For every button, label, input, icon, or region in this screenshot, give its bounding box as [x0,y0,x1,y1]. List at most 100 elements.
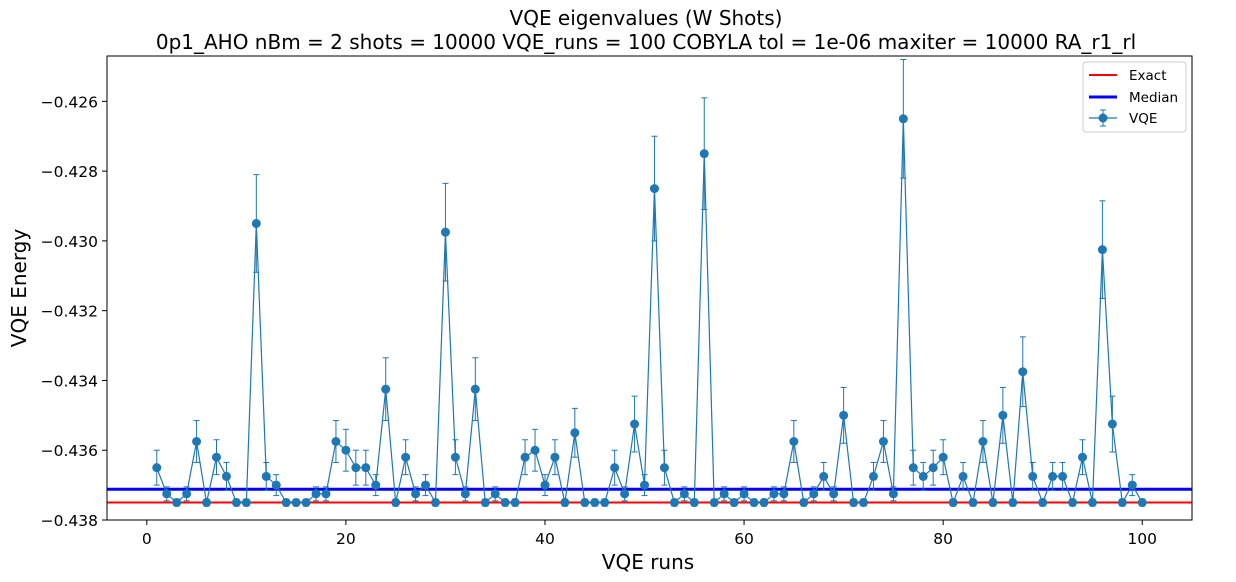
vqe-point [659,463,669,473]
vqe-point [221,471,231,481]
vqe-point [560,498,570,508]
vqe-point [470,384,480,394]
vqe-point [1078,452,1088,462]
vqe-point [978,437,988,447]
vqe-point [719,489,729,499]
vqe-point [311,489,321,499]
vqe-point [321,489,331,499]
legend-box [1082,61,1187,133]
vqe-point [839,410,849,420]
vqe-point [152,463,162,473]
vqe-point [1107,419,1117,429]
chart-title: VQE eigenvalues (W Shots) [510,6,783,30]
legend-vqe-label: VQE [1129,111,1157,127]
vqe-point [580,498,590,508]
vqe-point [610,463,620,473]
vqe-point [938,452,948,462]
vqe-point [1068,498,1078,508]
y-tick-label: −0.432 [41,303,98,321]
vqe-point [649,184,659,194]
vqe-point [231,498,241,508]
vqe-point [1048,471,1058,481]
vqe-point [460,489,470,499]
vqe-point [351,463,361,473]
x-tick-label: 60 [734,530,754,548]
vqe-point [291,498,301,508]
x-tick-label: 100 [1127,530,1157,548]
vqe-point [998,410,1008,420]
vqe-point [789,437,799,447]
y-tick-label: −0.426 [41,93,98,111]
vqe-point [898,114,908,124]
vqe-point [968,498,978,508]
vqe-point [908,463,918,473]
vqe-point [699,149,709,159]
y-tick-label: −0.430 [41,233,98,251]
vqe-point [689,498,699,508]
vqe-point [928,463,938,473]
vqe-point [510,498,520,508]
vqe-point [331,437,341,447]
vqe-point [570,428,580,438]
vqe-point [600,498,610,508]
vqe-point [192,437,202,447]
vqe-point [1117,498,1127,508]
y-tick-label: −0.436 [41,442,98,460]
vqe-series-line [156,118,1143,505]
vqe-point [1137,498,1147,508]
vqe-point [1087,498,1097,508]
vqe-point [411,489,421,499]
legend-vqe-marker [1098,113,1108,123]
vqe-point [809,489,819,499]
vqe-point [1127,480,1137,490]
vqe-point [679,489,689,499]
vqe-point [540,480,550,490]
vqe-point [1008,498,1018,508]
x-tick-label: 0 [142,530,152,548]
vqe-point [819,471,829,481]
vqe-point [450,452,460,462]
vqe-point [381,384,391,394]
vqe-point [590,498,600,508]
vqe-point [271,480,281,490]
vqe-point [440,227,450,237]
vqe-point [251,218,261,228]
y-axis-label: VQE Energy [7,229,31,348]
vqe-point [779,489,789,499]
vqe-point [630,419,640,429]
legend-median-label: Median [1129,90,1178,106]
vqe-point [739,489,749,499]
vqe-point [241,498,251,508]
vqe-point [988,498,998,508]
vqe-point [868,471,878,481]
vqe-point [888,489,898,499]
vqe-point [948,498,958,508]
vqe-point [749,498,759,508]
vqe-point [530,445,540,455]
vqe-point [361,463,371,473]
x-tick-label: 20 [336,530,356,548]
vqe-point [878,437,888,447]
vqe-point [1018,367,1028,377]
vqe-point [421,480,431,490]
vqe-point [391,498,401,508]
vqe-point [709,498,719,508]
x-tick-label: 80 [933,530,953,548]
chart-subtitle: 0p1_AHO nBm = 2 shots = 10000 VQE_runs =… [156,30,1136,54]
vqe-point [172,498,182,508]
legend: Exact Median VQE [1082,61,1187,133]
vqe-point [759,498,769,508]
plot-frame [106,55,1193,521]
vqe-point [620,489,630,499]
y-tick-label: −0.434 [41,372,98,390]
vqe-point [550,452,560,462]
vqe-point [500,498,510,508]
y-tick-label: −0.428 [41,163,98,181]
x-tick-label: 40 [535,530,555,548]
vqe-point [640,480,650,490]
legend-exact-label: Exact [1129,68,1167,84]
vqe-point [769,489,779,499]
vqe-point [211,452,221,462]
vqe-point [958,471,968,481]
